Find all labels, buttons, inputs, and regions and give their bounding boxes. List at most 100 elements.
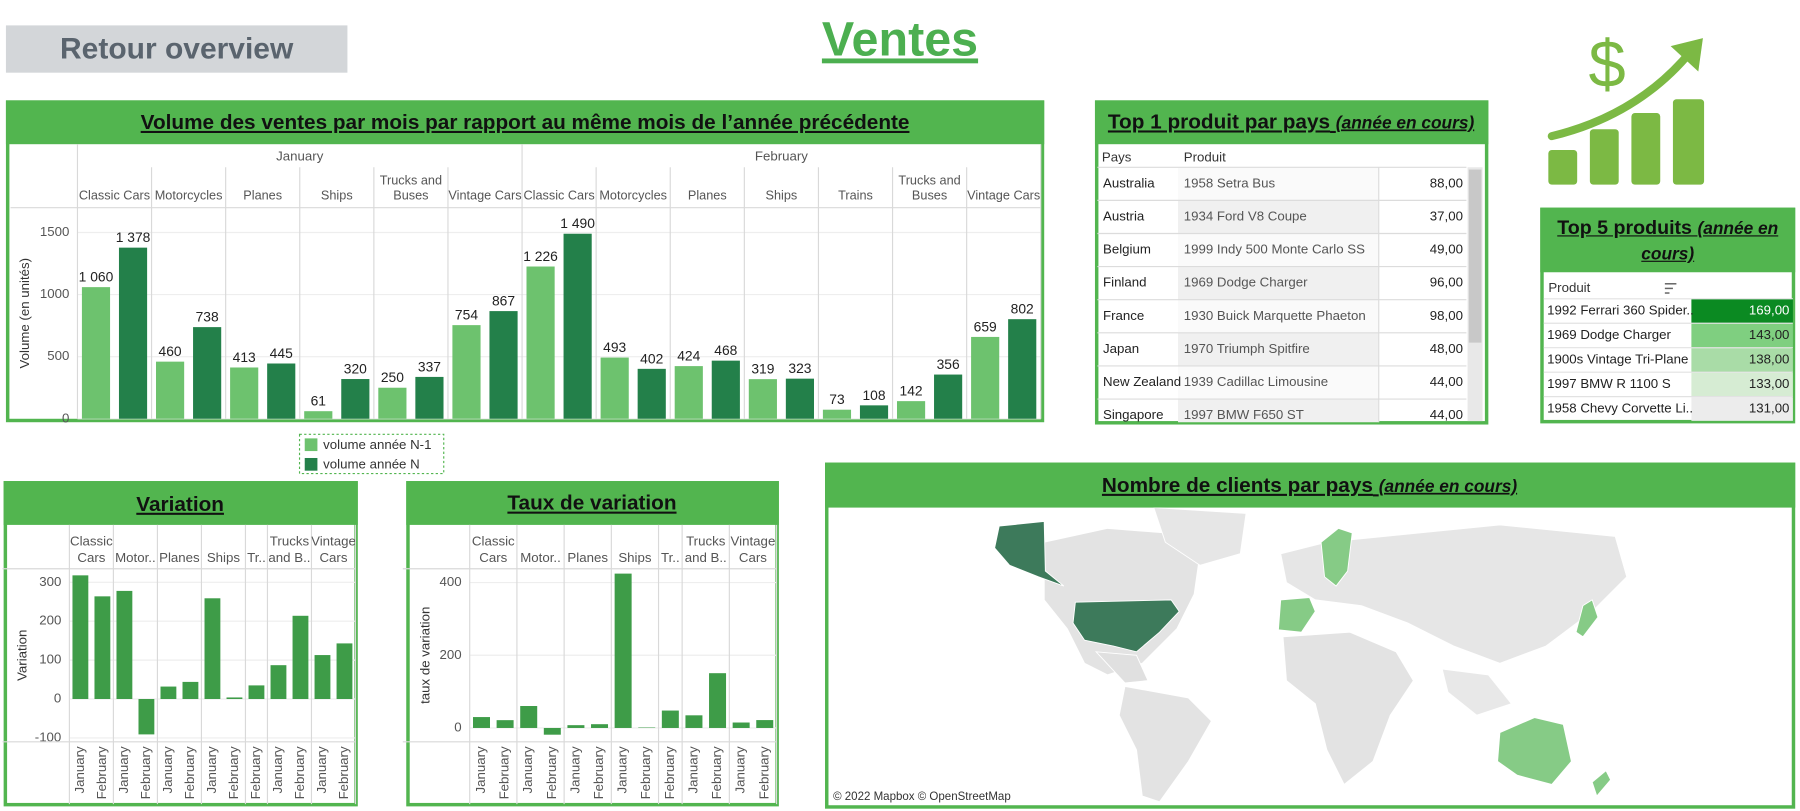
cell-bg [1178,332,1379,366]
country[interactable] [1094,651,1149,684]
country[interactable] [1575,599,1599,638]
table-cell: 1930 Buick Marquette Phaeton [1184,308,1366,323]
category-label-box: Motorcycles [599,189,667,203]
icon-dollar: $ [1589,27,1626,102]
country[interactable] [1277,597,1316,633]
table-cell: New Zealand [1103,374,1181,389]
category-label: Planes [687,189,727,204]
bar [496,720,514,728]
table-cell: 133,00 [1749,376,1790,391]
data-label: 867 [492,293,515,309]
back-button-bg[interactable] [5,25,348,73]
data-label: 1 226 [523,248,558,264]
group-label: Trucks and B.. [268,535,311,566]
table-cell: 169,00 [1749,303,1790,318]
data-label: 1 060 [79,269,114,285]
country[interactable] [1153,507,1247,566]
y-tick-label: 1500 [40,224,69,239]
bar [896,401,926,419]
bar [314,655,331,700]
country[interactable] [1591,769,1612,797]
data-label: 754 [455,307,478,323]
category-label: Classic Cars [78,189,151,204]
data-label: 1 490 [560,215,595,231]
group-label-box: Tr.. [247,551,266,565]
y-tick-label: 300 [39,574,61,589]
panel-title: Top 5 produits (année en cours) [1544,210,1792,272]
table-cell: 1997 BMW R 1100 S [1547,376,1671,391]
country[interactable] [1320,527,1353,587]
group-label: Tr.. [660,551,680,566]
category-label: Vintage Cars [967,189,1041,204]
legend-swatch [304,438,318,452]
category-label: February [336,746,351,799]
bar [336,643,353,700]
world-map[interactable] [994,507,1628,803]
category-label-box: Vintage Cars [967,189,1041,204]
bar [81,287,111,419]
bar [732,722,750,728]
category-label-box: Ships [765,189,797,203]
sort-icon[interactable] [1664,283,1677,294]
category-label: February [138,746,153,799]
y-tick-label: 200 [39,613,61,628]
panel-header [406,481,779,525]
bar [1008,319,1037,419]
cell-bg [1178,299,1379,333]
bar [859,405,889,419]
group-label-box: Ships [207,551,240,565]
table-cell: 1934 Ford V8 Coupe [1184,208,1307,223]
bar [118,247,148,419]
column-header: Produit [1548,280,1590,295]
bar [94,596,111,700]
country[interactable] [1441,668,1513,716]
icon-arrowhead [1670,38,1703,72]
country[interactable] [1072,599,1180,653]
back-button[interactable]: Retour overview [5,25,348,73]
group-label-box: Classic Cars [471,535,515,566]
category-label: January [270,746,285,794]
bar [591,724,609,728]
bar [226,697,243,700]
bar [473,717,490,728]
table-cell: 1958 Setra Bus [1184,175,1276,190]
category-label: Motorcycles [154,189,223,204]
panel-title-main: Top 5 produits [1557,216,1692,239]
panel-header [5,100,1045,145]
category-label: January [473,746,488,794]
group-label: Classic Cars [70,535,113,566]
category-label: February [226,746,241,799]
country[interactable] [1118,685,1213,803]
cell-bg [1178,365,1379,400]
category-label: February [638,746,653,799]
table-body: Pays Produit Australia 1958 Setra Bus 88,00 A… [1097,150,1467,423]
data-label: 424 [677,348,700,364]
back-button-label[interactable]: Retour overview [60,33,294,66]
country[interactable] [994,520,1065,587]
bar [543,727,561,735]
icon-bar [1672,99,1705,185]
category-label: February [591,746,606,799]
data-label: 468 [714,342,737,358]
country[interactable] [1497,717,1572,785]
scrollbar-thumb[interactable] [1468,169,1482,343]
group-label: Classic Cars [471,535,515,566]
group-label-box: Tr.. [660,551,680,566]
sales-icon: $ [1547,27,1705,185]
data-label: 142 [900,383,923,399]
group-label: Vintage Cars [730,535,776,566]
cell-bg [1178,167,1379,201]
group-label-box: Motor.. [520,551,561,565]
data-label: 413 [233,349,256,365]
table-cell: 37,00 [1430,208,1463,223]
group-label: Vintage Cars [311,535,356,566]
data-label: 659 [974,318,997,334]
panel-title-main: Nombre de clients par pays [1102,474,1373,497]
panel-title-main: Top 1 produit par pays [1108,111,1330,134]
country[interactable] [1280,524,1628,664]
icon-bar [1631,113,1661,185]
country[interactable] [1282,631,1414,786]
panel-title: Variation [136,493,224,516]
category-label: Trains [838,189,873,204]
